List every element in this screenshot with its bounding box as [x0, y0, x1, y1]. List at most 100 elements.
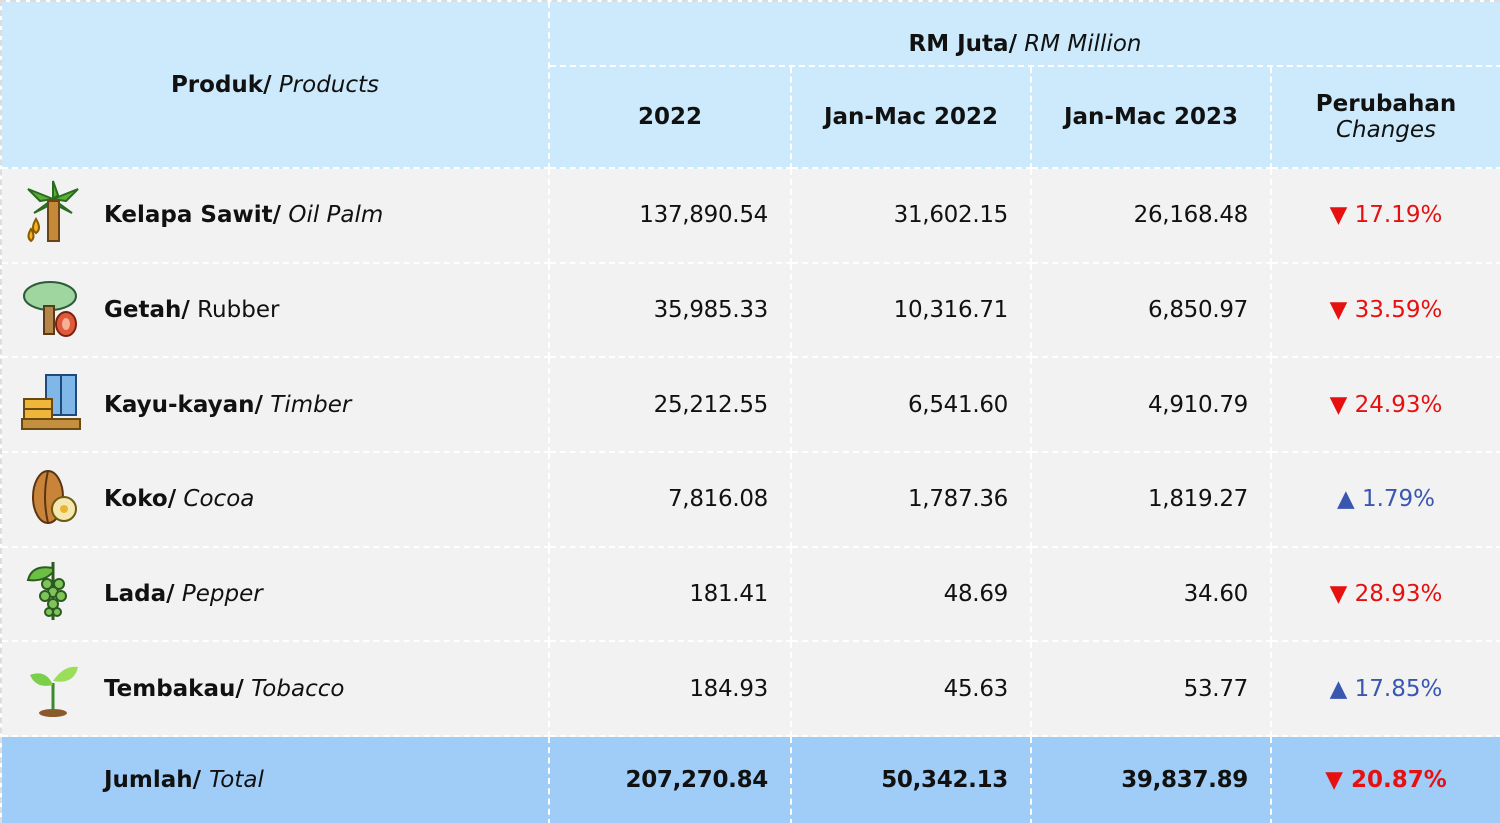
value: 1,787.36 [907, 486, 1008, 513]
product-icon [20, 274, 86, 346]
value: 26,168.48 [1133, 202, 1249, 229]
change: ▼ 20.87% [1325, 766, 1447, 793]
header-bold: 2022 [637, 104, 702, 130]
value-cell: 45.63 [792, 642, 1032, 737]
product-cell: Jumlah/ Total [2, 736, 550, 823]
product-name: Getah/ Rubber [104, 297, 279, 323]
header-italic: Products [278, 71, 380, 98]
product-bold: Kayu-kayan/ [104, 391, 263, 418]
group-header: RM Juta/ RM Million [550, 2, 1500, 67]
product-icon [20, 463, 86, 535]
column-header: 2022 [550, 67, 792, 169]
value: 39,837.89 [1121, 766, 1248, 793]
header-bold: Jan-Mac 2022 [823, 104, 999, 130]
value-cell: 48.69 [792, 547, 1032, 643]
product-italic: Cocoa [183, 486, 255, 513]
value-cell: 6,541.60 [792, 358, 1032, 453]
value: 10,316.71 [893, 296, 1009, 323]
product-icon [20, 179, 86, 251]
header-italic: RM Million [1024, 31, 1142, 57]
change-cell: ▲ 1.79% [1272, 452, 1500, 548]
product-cell: Getah/ Rubber [2, 263, 550, 359]
header-bold: Produk/ [170, 71, 272, 98]
value: 181.41 [689, 580, 768, 607]
product-bold: Kelapa Sawit/ [104, 202, 282, 229]
value: 48.69 [943, 580, 1009, 607]
product-italic: Oil Palm [288, 202, 384, 229]
value: 1,819.27 [1147, 486, 1248, 513]
value-cell: 7,816.08 [550, 452, 792, 548]
value: 6,850.97 [1147, 296, 1248, 323]
change: ▼ 24.93% [1329, 391, 1443, 418]
change-cell: ▼ 33.59% [1272, 263, 1500, 359]
product-italic: Tobacco [251, 675, 345, 702]
product-bold: Tembakau/ [104, 675, 244, 702]
change: ▼ 28.93% [1329, 580, 1443, 607]
product-name: Kelapa Sawit/ Oil Palm [104, 202, 383, 228]
product-italic: Rubber [197, 296, 280, 323]
header-bold: RM Juta/ [908, 31, 1017, 57]
value-cell: 1,787.36 [792, 452, 1032, 548]
header-bold: Jan-Mac 2023 [1063, 104, 1239, 130]
value: 184.93 [689, 675, 768, 702]
column-header: Jan-Mac 2023 [1032, 67, 1272, 169]
column-header: Jan-Mac 2022 [792, 67, 1032, 169]
product-italic: Timber [270, 391, 352, 418]
value-cell: 137,890.54 [550, 169, 792, 264]
product-name: Lada/ Pepper [104, 581, 263, 607]
value: 53.77 [1183, 675, 1249, 702]
product-italic: Total [209, 766, 264, 793]
value: 50,342.13 [881, 766, 1008, 793]
product-name: Kayu-kayan/ Timber [104, 392, 351, 418]
value-cell: 25,212.55 [550, 358, 792, 453]
value: 207,270.84 [625, 766, 768, 793]
change-header: Perubahan Changes [1272, 67, 1500, 169]
value-cell: 34.60 [1032, 547, 1272, 643]
product-header: Produk/ Products [2, 2, 550, 169]
value-cell: 181.41 [550, 547, 792, 643]
value-cell: 207,270.84 [550, 736, 792, 823]
product-cell: Tembakau/ Tobacco [2, 642, 550, 737]
value-cell: 53.77 [1032, 642, 1272, 737]
value: 6,541.60 [907, 391, 1008, 418]
value-cell: 1,819.27 [1032, 452, 1272, 548]
change-cell: ▼ 20.87% [1272, 736, 1500, 823]
value: 4,910.79 [1147, 391, 1248, 418]
change-cell: ▼ 24.93% [1272, 358, 1500, 453]
product-cell: Kayu-kayan/ Timber [2, 358, 550, 453]
change: ▲ 1.79% [1336, 486, 1436, 513]
value-cell: 31,602.15 [792, 169, 1032, 264]
product-cell: Lada/ Pepper [2, 547, 550, 643]
change: ▲ 17.85% [1329, 675, 1443, 702]
product-cell: Kelapa Sawit/ Oil Palm [2, 169, 550, 264]
header-bold: Perubahan [1315, 91, 1457, 117]
product-italic: Pepper [181, 580, 263, 607]
product-bold: Lada/ [104, 580, 175, 607]
value: 45.63 [943, 675, 1009, 702]
value: 31,602.15 [893, 202, 1009, 229]
product-name: Tembakau/ Tobacco [104, 676, 344, 702]
change-cell: ▼ 28.93% [1272, 547, 1500, 643]
value-cell: 184.93 [550, 642, 792, 737]
product-bold: Getah/ [104, 296, 190, 323]
change-cell: ▼ 17.19% [1272, 169, 1500, 264]
product-name: Jumlah/ Total [104, 767, 264, 793]
value-cell: 6,850.97 [1032, 263, 1272, 359]
value: 34.60 [1183, 580, 1249, 607]
value: 35,985.33 [653, 296, 769, 323]
value: 137,890.54 [639, 202, 768, 229]
value-cell: 39,837.89 [1032, 736, 1272, 823]
value-cell: 4,910.79 [1032, 358, 1272, 453]
value-cell: 26,168.48 [1032, 169, 1272, 264]
product-icon [20, 369, 86, 441]
product-icon [20, 558, 86, 630]
value-cell: 50,342.13 [792, 736, 1032, 823]
change-cell: ▲ 17.85% [1272, 642, 1500, 737]
product-name: Koko/ Cocoa [104, 486, 254, 512]
value-cell: 10,316.71 [792, 263, 1032, 359]
product-bold: Jumlah/ [104, 766, 202, 793]
change: ▼ 33.59% [1329, 296, 1443, 323]
product-icon [20, 653, 86, 725]
